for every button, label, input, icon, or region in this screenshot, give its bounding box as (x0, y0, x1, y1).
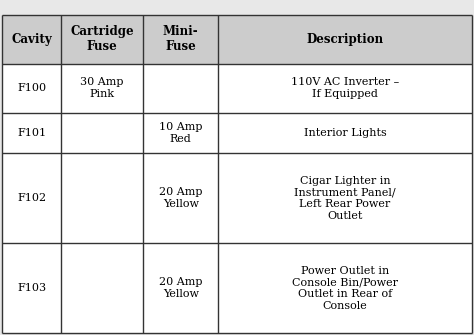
Bar (61, 243, 143, 333)
Text: 20 Amp
Yellow: 20 Amp Yellow (159, 187, 202, 209)
Text: Interior Lights: Interior Lights (303, 128, 386, 138)
Bar (61, 64, 143, 113)
Bar (218, 15, 472, 64)
Bar (143, 243, 218, 333)
Text: Cartridge
Fuse: Cartridge Fuse (70, 25, 134, 54)
Bar (2, 153, 61, 243)
Bar (61, 153, 143, 243)
Bar (2, 243, 61, 333)
Text: F101: F101 (17, 128, 46, 138)
Bar (143, 113, 218, 153)
Bar (143, 64, 218, 113)
Text: Description: Description (306, 33, 383, 46)
Text: Cavity: Cavity (11, 33, 52, 46)
Text: 30 Amp
Pink: 30 Amp Pink (80, 77, 124, 99)
Bar (218, 153, 472, 243)
Bar (218, 64, 472, 113)
Text: 110V AC Inverter –
If Equipped: 110V AC Inverter – If Equipped (291, 77, 399, 99)
Text: Power Outlet in
Console Bin/Power
Outlet in Rear of
Console: Power Outlet in Console Bin/Power Outlet… (292, 266, 398, 311)
Bar (2, 113, 61, 153)
Bar (218, 243, 472, 333)
Bar (61, 113, 143, 153)
Text: F103: F103 (17, 283, 46, 293)
Text: F102: F102 (17, 193, 46, 203)
Bar (2, 64, 61, 113)
Text: 20 Amp
Yellow: 20 Amp Yellow (159, 277, 202, 299)
Bar (143, 15, 218, 64)
Bar (2, 15, 61, 64)
Text: F100: F100 (17, 83, 46, 93)
Bar (61, 15, 143, 64)
Bar (143, 153, 218, 243)
Text: 10 Amp
Red: 10 Amp Red (159, 122, 202, 144)
Text: Cigar Lighter in
Instrument Panel/
Left Rear Power
Outlet: Cigar Lighter in Instrument Panel/ Left … (294, 176, 396, 221)
Text: Mini-
Fuse: Mini- Fuse (163, 25, 199, 54)
Bar (218, 113, 472, 153)
